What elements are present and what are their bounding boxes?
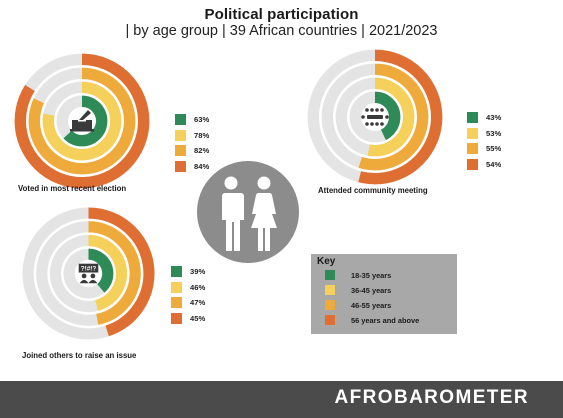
- ring-separator: [35, 220, 142, 327]
- ring-separator: [41, 80, 123, 162]
- protest-sign-icon: ?!#!?: [75, 260, 102, 287]
- legend-swatch: [171, 313, 182, 325]
- radial-chart-raise-issue: ?!#!?: [21, 206, 156, 341]
- ring-separator: [62, 247, 115, 300]
- ring-separator: [48, 233, 129, 314]
- legend-swatch: [175, 161, 186, 173]
- ring-bar-3: [28, 67, 136, 175]
- ring-bar-2: [42, 81, 122, 161]
- ring-bar-1: [88, 248, 114, 294]
- value-label: 63%: [194, 115, 210, 125]
- legend-swatch: [171, 281, 182, 293]
- ring-separator: [55, 94, 109, 148]
- legend-swatch: [171, 266, 182, 278]
- legend-item: 53%: [467, 126, 501, 142]
- chart-label-voted: Voted in most recent election: [18, 184, 127, 193]
- page-subtitle: | by age group | 39 African countries | …: [125, 23, 438, 39]
- value-label: 55%: [486, 144, 502, 154]
- ring-separator: [306, 48, 444, 186]
- legend-item: 46%: [171, 280, 205, 296]
- ring-bar-2: [88, 234, 128, 312]
- value-label: 46%: [190, 282, 206, 292]
- key-item: 56 years and above: [325, 315, 419, 325]
- key-item: 36-45 years: [325, 285, 391, 295]
- ring-bar-1: [63, 95, 108, 147]
- key-item: 18-35 years: [325, 270, 391, 280]
- ring-bar-2: [367, 77, 415, 157]
- legend-item: 45%: [171, 311, 205, 327]
- value-label: 54%: [486, 160, 502, 170]
- key-swatch: [325, 285, 335, 295]
- legend-swatch: [175, 145, 186, 157]
- legend-voted: 63% 78% 82% 84%: [175, 112, 209, 174]
- value-label: 43%: [486, 113, 502, 123]
- key-label: 18-35 years: [351, 270, 392, 280]
- legend-item: 78%: [175, 128, 209, 144]
- ring-bar-3: [358, 63, 429, 171]
- legend-swatch: [467, 112, 478, 124]
- ring-separator: [320, 62, 430, 172]
- legend-item: 84%: [175, 159, 209, 175]
- ring-bar-4: [88, 206, 156, 337]
- value-label: 82%: [194, 146, 210, 156]
- key-legend: Key 18-35 years 36-45 years 46-55 years …: [311, 254, 457, 334]
- ring-separator: [21, 206, 156, 341]
- legend-item: 43%: [467, 110, 501, 126]
- community-meeting-icon: [361, 104, 389, 130]
- value-label: 45%: [190, 314, 206, 324]
- ring-separator: [13, 52, 151, 190]
- radial-chart-voted: [13, 52, 151, 190]
- radial-chart-meeting: [306, 48, 444, 186]
- legend-item: 54%: [467, 157, 501, 173]
- chart-label-raise-issue: Joined others to raise an issue: [22, 351, 137, 360]
- ring-separator: [334, 76, 416, 158]
- key-title: Key: [317, 256, 336, 267]
- legend-item: 39%: [171, 264, 205, 280]
- key-label: 46-55 years: [351, 300, 392, 310]
- legend-item: 55%: [467, 141, 501, 157]
- ring-separator: [348, 90, 402, 144]
- legend-item: 63%: [175, 112, 209, 128]
- ballot-box-icon: [69, 108, 95, 134]
- legend-swatch: [171, 297, 182, 309]
- brand-logo-text: AFROBAROMETER: [334, 387, 529, 408]
- legend-raise-issue: 39% 46% 47% 45%: [171, 264, 205, 326]
- value-label: 53%: [486, 128, 502, 138]
- key-swatch: [325, 315, 335, 325]
- value-label: 39%: [190, 267, 206, 277]
- value-label: 78%: [194, 130, 210, 140]
- value-label: 84%: [194, 162, 210, 172]
- chart-label-meeting: Attended community meeting: [318, 186, 428, 195]
- svg-text:?!#!?: ?!#!?: [81, 266, 97, 273]
- key-item: 46-55 years: [325, 300, 391, 310]
- legend-swatch: [175, 114, 186, 126]
- ring-bar-1: [374, 91, 401, 141]
- legend-swatch: [467, 159, 478, 171]
- legend-meeting: 43% 53% 55% 54%: [467, 110, 501, 172]
- ring-separator: [27, 66, 137, 176]
- page-title: Political participation: [204, 6, 359, 23]
- key-label: 36-45 years: [351, 285, 392, 295]
- ring-bar-4: [14, 53, 150, 189]
- legend-item: 82%: [175, 143, 209, 159]
- key-swatch: [325, 270, 335, 280]
- footer-bar: AFROBAROMETER: [0, 381, 563, 418]
- people-icon: [197, 161, 299, 263]
- key-label: 56 years and above: [351, 315, 420, 325]
- value-label: 47%: [190, 298, 206, 308]
- legend-swatch: [467, 127, 478, 139]
- ring-bar-3: [88, 220, 142, 326]
- legend-swatch: [467, 143, 478, 155]
- ring-bar-4: [358, 49, 443, 185]
- key-swatch: [325, 300, 335, 310]
- legend-swatch: [175, 129, 186, 141]
- legend-item: 47%: [171, 295, 205, 311]
